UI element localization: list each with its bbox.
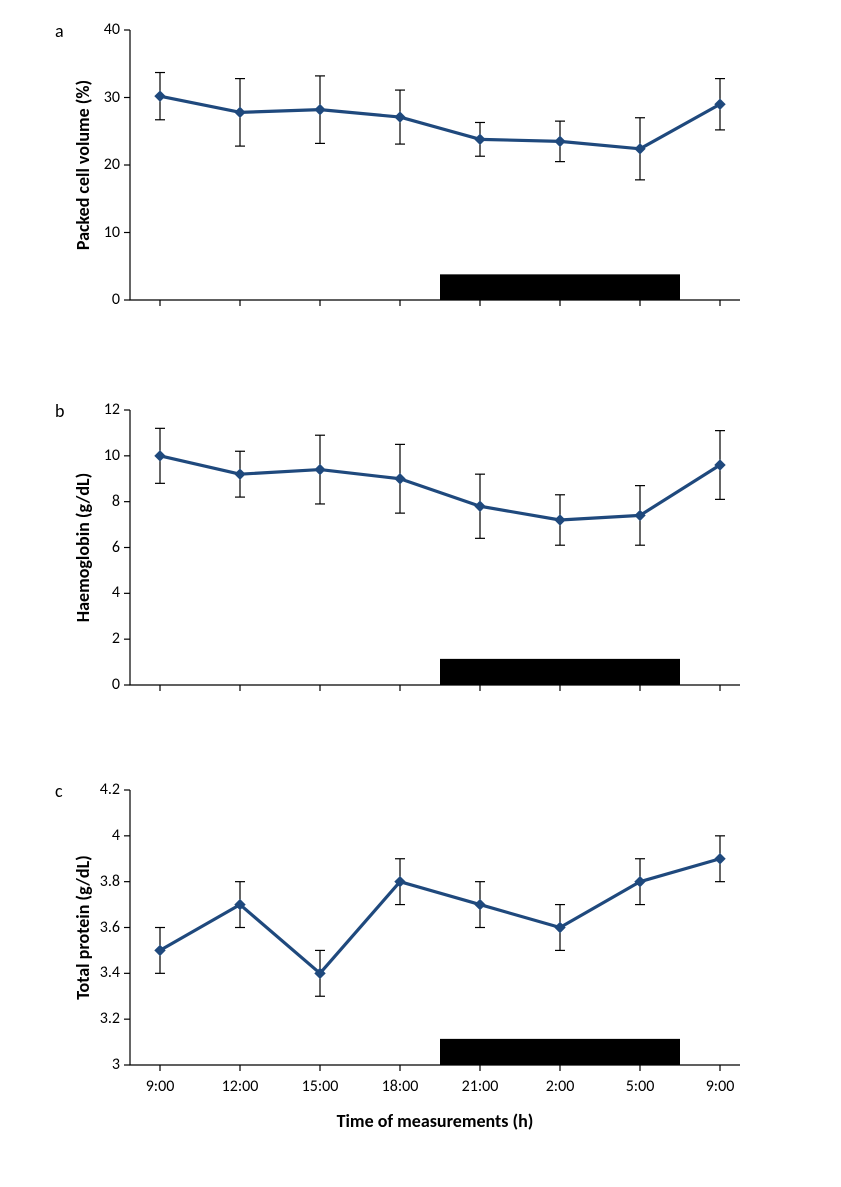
series-line: [160, 456, 720, 520]
series-marker: [475, 134, 485, 144]
scotophase-bar: [440, 1039, 680, 1065]
figure-page: 010203040aPacked cell volume (%)02468101…: [0, 0, 841, 1187]
xtick-label: 18:00: [370, 1077, 430, 1096]
series-marker: [155, 91, 165, 101]
xtick-label: 5:00: [610, 1077, 670, 1096]
y-axis-label-c: Total protein (g/dL): [72, 790, 94, 1065]
xtick-label: 9:00: [130, 1077, 190, 1096]
x-axis-label: Time of measurements (h): [130, 1110, 740, 1132]
series-marker: [555, 136, 565, 146]
series-marker: [315, 465, 325, 475]
series-line: [160, 96, 720, 149]
chart-panel-b: [130, 410, 740, 685]
y-axis-label-a: Packed cell volume (%): [72, 30, 94, 300]
series-marker: [555, 515, 565, 525]
axis-lines: [130, 410, 740, 685]
chart-svg-c: [130, 790, 740, 1077]
series-marker: [315, 105, 325, 115]
series-marker: [715, 854, 725, 864]
panel-letter-c: c: [55, 780, 63, 802]
series-line: [160, 859, 720, 974]
series-marker: [235, 469, 245, 479]
xtick-label: 12:00: [210, 1077, 270, 1096]
chart-panel-a: [130, 30, 740, 300]
panel-letter-a: a: [55, 20, 64, 42]
series-marker: [235, 107, 245, 117]
scotophase-bar: [440, 659, 680, 685]
series-marker: [475, 900, 485, 910]
scotophase-bar: [440, 274, 680, 300]
series-marker: [155, 451, 165, 461]
axis-lines: [130, 790, 740, 1065]
series-marker: [395, 474, 405, 484]
chart-panel-c: [130, 790, 740, 1065]
xtick-label: 2:00: [530, 1077, 590, 1096]
chart-svg-a: [130, 30, 740, 312]
xtick-label: 21:00: [450, 1077, 510, 1096]
chart-svg-b: [130, 410, 740, 697]
series-marker: [395, 112, 405, 122]
panel-letter-b: b: [55, 400, 64, 422]
xtick-label: 9:00: [690, 1077, 750, 1096]
axis-lines: [130, 30, 740, 300]
series-marker: [475, 501, 485, 511]
xtick-label: 15:00: [290, 1077, 350, 1096]
y-axis-label-b: Haemoglobin (g/dL): [72, 410, 94, 685]
